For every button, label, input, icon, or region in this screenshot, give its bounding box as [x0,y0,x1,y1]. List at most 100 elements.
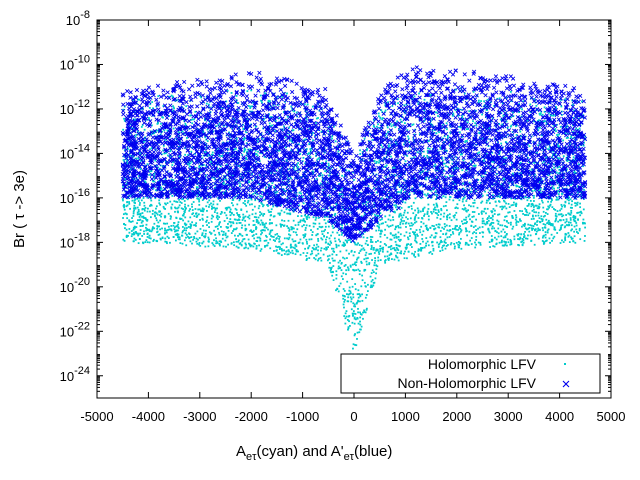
data-point [292,129,295,132]
data-point [268,113,270,116]
data-point [381,146,384,149]
data-point [560,219,562,222]
data-point [279,212,282,215]
data-point [385,244,388,247]
data-point [213,211,216,213]
data-point [189,114,192,117]
data-point [216,218,219,221]
data-point [403,143,405,146]
data-point [225,214,228,217]
data-point [246,90,249,93]
data-point [475,218,478,221]
data-point [566,125,569,127]
data-point [328,237,331,240]
data-point [349,290,352,293]
data-point [268,100,271,103]
data-point [342,278,344,280]
data-point [136,146,139,149]
data-point [542,229,544,232]
data-point [280,224,282,226]
data-point [201,164,203,167]
data-point [437,223,440,226]
data-point [166,235,169,238]
data-point [134,238,137,241]
data-point [552,184,555,187]
data-point [329,240,332,243]
data-point [574,197,577,200]
data-point [464,207,467,210]
data-point [494,209,496,212]
data-point [413,218,416,221]
data-point [384,259,387,261]
data-point [375,229,378,232]
data-point [454,207,457,210]
data-point [498,213,501,216]
data-point [544,163,547,166]
data-point [192,201,195,203]
data-point [137,200,140,202]
data-point [241,234,244,237]
data-point [510,161,513,164]
data-point [437,246,440,248]
data-point [175,200,177,203]
data-point [164,232,166,234]
data-point [457,167,460,170]
data-point [234,234,236,237]
data-point [574,220,577,223]
data-point [459,153,462,156]
data-point [363,137,366,140]
data-point [317,157,320,160]
data-point [440,241,443,243]
data-point [544,240,547,243]
data-point [368,177,370,180]
data-point [250,89,253,92]
data-point [388,214,391,217]
data-point [129,151,132,154]
data-point [378,253,381,255]
data-point [552,152,555,155]
data-point [457,243,460,246]
data-point [570,211,573,214]
data-point [571,206,573,209]
data-point [140,199,143,202]
data-point [488,202,491,205]
data-point [276,159,279,162]
data-point [406,257,408,260]
data-point [497,227,500,230]
data-point [437,211,440,213]
data-point [301,219,304,222]
data-point [169,192,172,195]
data-point [205,151,207,153]
data-point [356,228,358,231]
data-point [343,257,346,260]
data-point [346,257,348,259]
data-point [205,219,208,222]
data-point [515,224,518,226]
data-point [384,215,387,218]
data-point [399,118,402,121]
data-point [364,242,367,245]
data-point [370,252,372,255]
data-point [492,245,495,247]
data-point [506,226,509,228]
data-point [575,222,578,224]
data-point [524,227,527,230]
data-point [225,208,228,211]
data-point [351,312,354,315]
data-point [396,98,399,101]
data-point [159,238,162,241]
data-point [389,232,392,235]
data-point [510,221,512,224]
data-point [384,260,386,262]
data-point [155,217,158,220]
data-point [460,229,463,232]
data-point [177,238,180,241]
data-point [418,133,421,136]
data-point [520,198,523,201]
data-point [481,137,484,139]
data-point [126,201,129,203]
data-point [552,237,555,240]
data-point [320,130,323,133]
data-point [296,228,299,231]
data-point [276,205,278,208]
